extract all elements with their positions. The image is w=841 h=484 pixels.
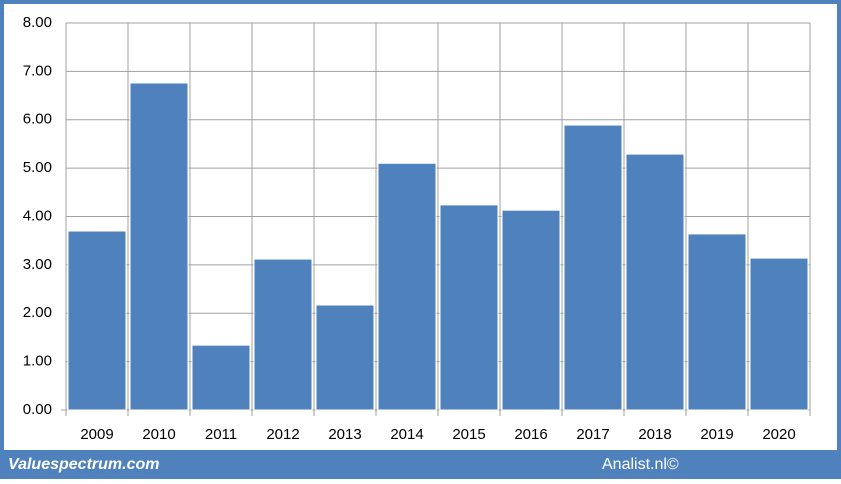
- bar: [687, 233, 747, 411]
- x-tick-label: 2014: [390, 426, 423, 443]
- bar: [749, 257, 809, 411]
- bar: [377, 162, 437, 411]
- x-tick-label: 2013: [328, 426, 361, 443]
- bar: [501, 209, 561, 411]
- y-tick-label: 7.00: [23, 62, 52, 79]
- bar: [191, 344, 251, 411]
- bar: [563, 124, 623, 411]
- footer-left: Valuespectrum.com: [8, 456, 159, 473]
- y-tick-label: 8.00: [23, 14, 52, 31]
- x-tick-label: 2018: [638, 426, 671, 443]
- x-tick-label: 2015: [452, 426, 485, 443]
- y-tick-label: 2.00: [23, 304, 52, 321]
- x-tick-label: 2020: [762, 426, 795, 443]
- x-tick-label: 2017: [576, 426, 609, 443]
- y-tick-label: 3.00: [23, 256, 52, 273]
- bar: [253, 258, 313, 411]
- x-tick-label: 2016: [514, 426, 547, 443]
- bar: [67, 230, 127, 411]
- y-tick-label: 1.00: [23, 353, 52, 370]
- x-tick-label: 2019: [700, 426, 733, 443]
- bar: [315, 304, 375, 411]
- y-tick-label: 5.00: [23, 159, 52, 176]
- bar: [625, 153, 685, 411]
- y-tick-label: 4.00: [23, 207, 52, 224]
- x-tick-label: 2011: [205, 426, 237, 443]
- x-tick-label: 2009: [80, 426, 113, 443]
- y-tick-label: 6.00: [23, 111, 52, 128]
- y-tick-label: 0.00: [23, 401, 52, 418]
- bar: [439, 204, 499, 411]
- x-tick-label: 2012: [266, 426, 299, 443]
- x-tick-label: 2010: [142, 426, 175, 443]
- bar: [129, 82, 189, 411]
- footer-right: Analist.nl©: [602, 456, 679, 473]
